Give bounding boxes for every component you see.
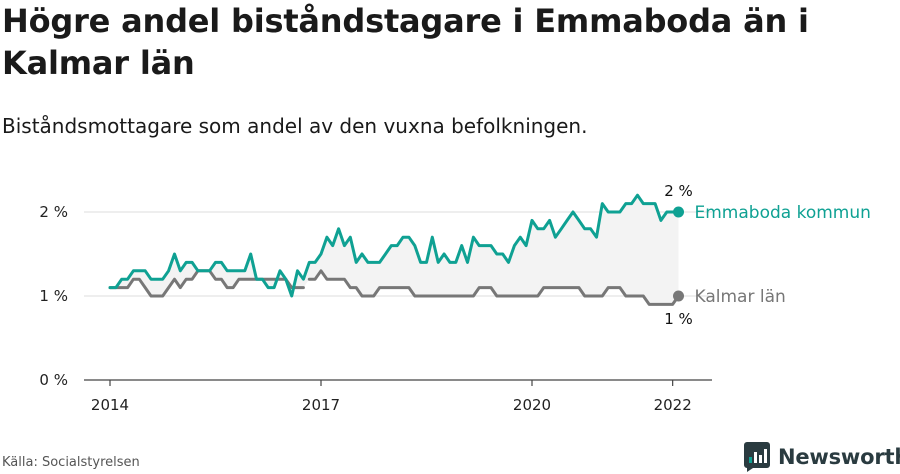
y-tick-label: 1 % [39,287,68,305]
series-line-kalmar [307,269,680,306]
brand-logo: Newsworthy [744,442,900,472]
newsworthy-logo-icon [744,442,770,472]
series-value-label: 1 % [664,310,693,328]
source-note: Källa: Socialstyrelsen [2,455,140,470]
y-tick-label: 0 % [39,371,68,389]
x-tick-label: 2020 [513,396,551,414]
chart-subtitle: Biståndsmottagare som andel av den vuxna… [2,114,588,138]
chart-title: Högre andel biståndstagare i Emmaboda än… [2,2,809,82]
x-tick-label: 2014 [91,396,129,414]
series-end-label: Emmaboda kommun [695,203,871,223]
series-line-emmaboda [108,193,680,298]
difference-area [110,195,679,305]
series-end-label: Kalmar län [695,287,786,307]
y-tick-label: 2 % [39,203,68,221]
series-end-marker [673,206,685,218]
x-tick-label: 2022 [654,396,692,414]
brand-name: Newsworthy [778,445,900,469]
series-end-marker [673,290,685,302]
difference-area-fill [110,195,679,305]
x-tick-label: 2017 [302,396,340,414]
x-axis [84,379,712,386]
series-value-label: 2 % [664,182,693,200]
series-lines [108,193,685,306]
